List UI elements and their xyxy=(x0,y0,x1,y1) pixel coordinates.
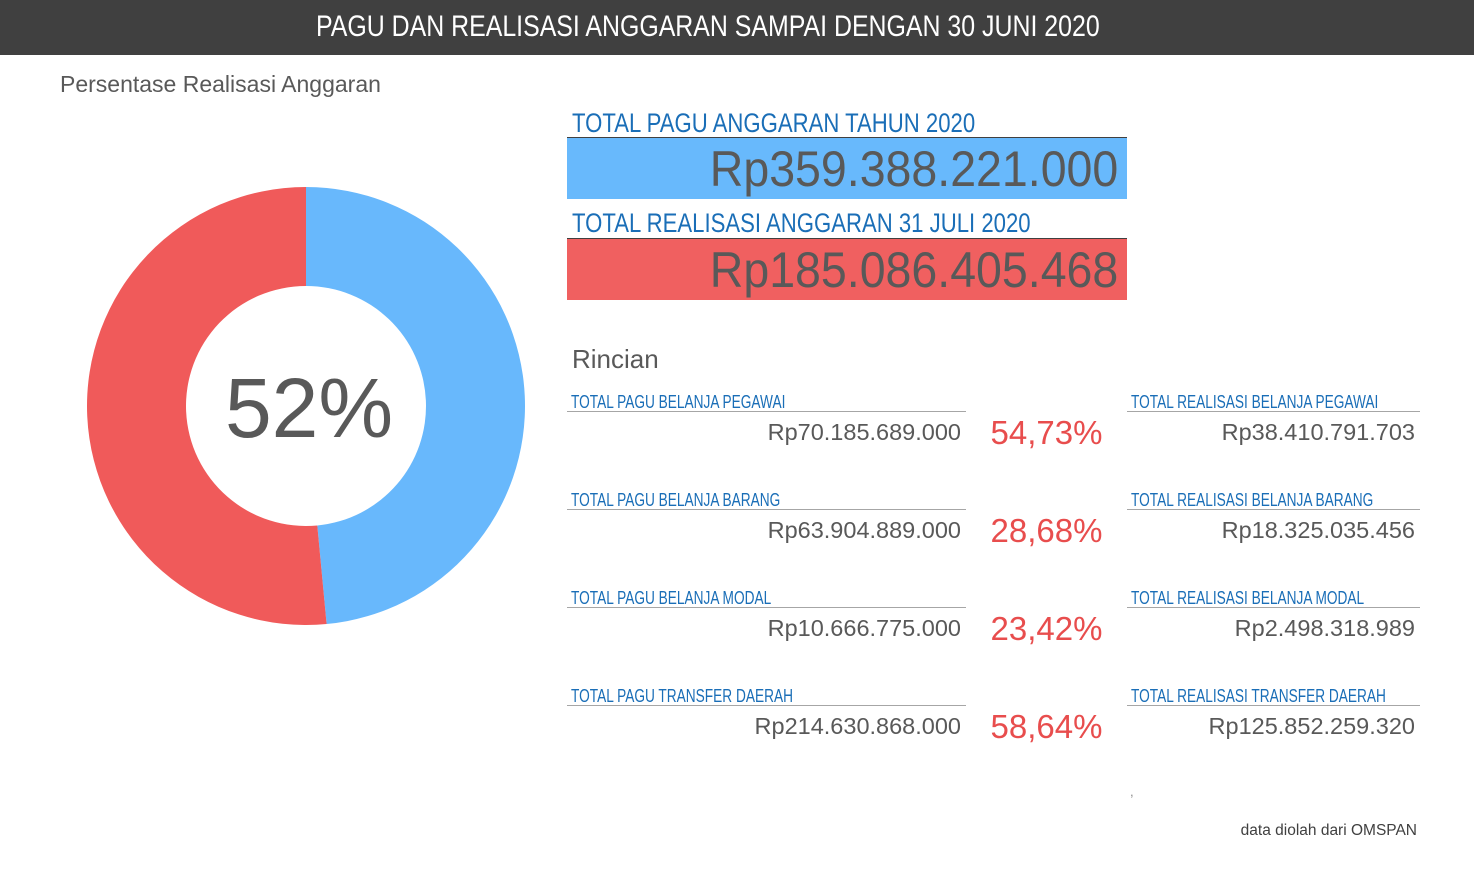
pagu-value: Rp214.630.868.000 xyxy=(754,713,961,739)
percent-cell: 58,64% xyxy=(966,687,1127,749)
header-bar: PAGU DAN REALISASI ANGGARAN SAMPAI DENGA… xyxy=(0,0,1474,55)
pagu-cell: TOTAL PAGU TRANSFER DAERAH Rp214.630.868… xyxy=(567,687,966,749)
divider xyxy=(567,137,1127,138)
divider xyxy=(567,238,1127,239)
realisasi-label: TOTAL REALISASI TRANSFER DAERAH xyxy=(1131,686,1386,706)
pagu-label: TOTAL PAGU TRANSFER DAERAH xyxy=(571,686,793,706)
donut-center-label: 52% xyxy=(225,361,393,455)
divider xyxy=(567,509,966,510)
realisasi-cell: TOTAL REALISASI BELANJA PEGAWAI Rp38.410… xyxy=(1127,393,1420,455)
total-pagu-box: Rp359.388.221.000 xyxy=(567,138,1127,199)
realisasi-label: TOTAL REALISASI BELANJA BARANG xyxy=(1131,490,1374,510)
percent-cell: 28,68% xyxy=(966,491,1127,553)
pagu-cell: TOTAL PAGU BELANJA BARANG Rp63.904.889.0… xyxy=(567,491,966,553)
total-pagu-value: Rp359.388.221.000 xyxy=(709,141,1118,197)
total-realisasi-label: TOTAL REALISASI ANGGARAN 31 JULI 2020 xyxy=(572,208,1031,238)
divider xyxy=(567,411,966,412)
realisasi-value: Rp18.325.035.456 xyxy=(1221,517,1415,543)
divider xyxy=(567,705,966,706)
divider xyxy=(1127,607,1420,608)
realisasi-cell: TOTAL REALISASI BELANJA MODAL Rp2.498.31… xyxy=(1127,589,1420,651)
pagu-value: Rp63.904.889.000 xyxy=(767,517,961,543)
page-title: PAGU DAN REALISASI ANGGARAN SAMPAI DENGA… xyxy=(316,10,1100,43)
pagu-cell: TOTAL PAGU BELANJA PEGAWAI Rp70.185.689.… xyxy=(567,393,966,455)
donut-slices xyxy=(86,187,525,625)
divider xyxy=(1127,411,1420,412)
realisasi-percent: 23,42% xyxy=(990,610,1103,647)
donut-slice-1 xyxy=(306,187,525,625)
realisasi-label: TOTAL REALISASI BELANJA MODAL xyxy=(1131,588,1365,608)
chart-title: Persentase Realisasi Anggaran xyxy=(60,71,381,97)
realisasi-cell: TOTAL REALISASI TRANSFER DAERAH Rp125.85… xyxy=(1127,687,1420,749)
rincian-row-pegawai: TOTAL PAGU BELANJA PEGAWAI Rp70.185.689.… xyxy=(567,393,1420,455)
total-realisasi-box: Rp185.086.405.468 xyxy=(567,239,1127,300)
rincian-row-barang: TOTAL PAGU BELANJA BARANG Rp63.904.889.0… xyxy=(567,491,1420,553)
realisasi-label: TOTAL REALISASI BELANJA PEGAWAI xyxy=(1131,392,1379,412)
divider xyxy=(1127,705,1420,706)
source-note: data diolah dari OMSPAN xyxy=(1240,822,1417,839)
realisasi-cell: TOTAL REALISASI BELANJA BARANG Rp18.325.… xyxy=(1127,491,1420,553)
realisasi-value: Rp125.852.259.320 xyxy=(1208,713,1415,739)
realisasi-percent: 54,73% xyxy=(990,414,1103,451)
pagu-label: TOTAL PAGU BELANJA PEGAWAI xyxy=(571,392,786,412)
pagu-label: TOTAL PAGU BELANJA MODAL xyxy=(571,588,772,608)
stray-mark: , xyxy=(1130,784,1134,799)
divider xyxy=(567,607,966,608)
pagu-value: Rp10.666.775.000 xyxy=(767,615,961,641)
rincian-row-transfer-daerah: TOTAL PAGU TRANSFER DAERAH Rp214.630.868… xyxy=(567,687,1420,749)
pagu-label: TOTAL PAGU BELANJA BARANG xyxy=(571,490,781,510)
rincian-title: Rincian xyxy=(572,344,659,374)
percent-cell: 23,42% xyxy=(966,589,1127,651)
donut-slice-2 xyxy=(86,187,327,625)
pagu-value: Rp70.185.689.000 xyxy=(767,419,961,445)
realisasi-percent: 28,68% xyxy=(990,512,1103,549)
divider xyxy=(1127,509,1420,510)
realisasi-value: Rp38.410.791.703 xyxy=(1221,419,1415,445)
total-pagu-label: TOTAL PAGU ANGGARAN TAHUN 2020 xyxy=(572,108,976,138)
pagu-cell: TOTAL PAGU BELANJA MODAL Rp10.666.775.00… xyxy=(567,589,966,651)
total-realisasi-value: Rp185.086.405.468 xyxy=(709,242,1118,298)
realisasi-percent: 58,64% xyxy=(990,708,1103,745)
rincian-row-modal: TOTAL PAGU BELANJA MODAL Rp10.666.775.00… xyxy=(567,589,1420,651)
percent-cell: 54,73% xyxy=(966,393,1127,455)
donut-chart: 52% xyxy=(86,187,525,625)
realisasi-value: Rp2.498.318.989 xyxy=(1234,615,1415,641)
